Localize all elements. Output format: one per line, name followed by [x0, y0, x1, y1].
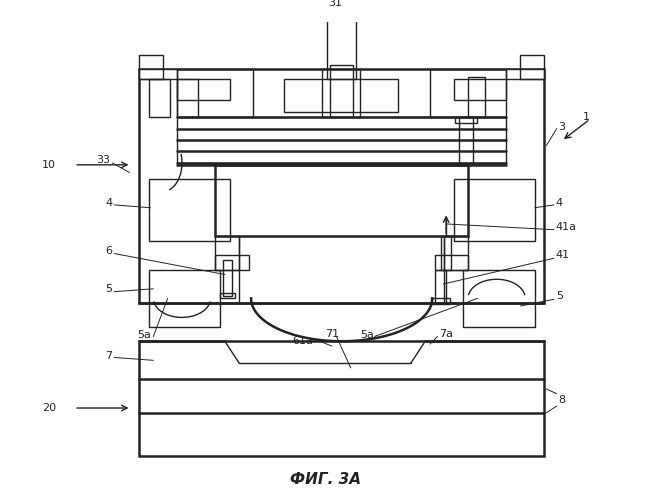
Bar [139, 70, 177, 79]
Bar [521, 55, 544, 79]
Bar [149, 270, 220, 327]
Bar [463, 270, 535, 327]
Bar [215, 165, 468, 236]
Bar [139, 55, 163, 79]
Bar [215, 236, 239, 270]
Text: 4: 4 [105, 198, 112, 208]
Bar [444, 236, 468, 270]
Bar [139, 70, 544, 303]
Bar [327, 17, 356, 79]
Bar [139, 342, 544, 456]
Bar [323, 13, 359, 19]
Bar [220, 292, 235, 298]
Bar [435, 256, 468, 270]
Bar [177, 79, 229, 100]
Bar [468, 77, 485, 117]
Text: 3: 3 [558, 122, 566, 132]
Text: 7a: 7a [439, 328, 454, 338]
Bar [454, 179, 535, 241]
Text: 4: 4 [556, 198, 563, 208]
Text: 33: 33 [96, 155, 110, 165]
Text: 6: 6 [105, 246, 112, 256]
Bar [319, 8, 363, 19]
Bar [149, 79, 170, 117]
Bar [506, 70, 544, 79]
Text: 71: 71 [324, 328, 339, 338]
Text: 41a: 41a [556, 222, 577, 232]
Text: 5: 5 [105, 284, 112, 294]
Bar [322, 70, 360, 117]
Text: 10: 10 [42, 160, 56, 170]
Text: 5a: 5a [360, 330, 374, 340]
Bar [430, 70, 506, 117]
Bar [215, 256, 249, 270]
Text: 20: 20 [42, 403, 56, 413]
Bar [177, 79, 198, 117]
Text: 5a: 5a [137, 330, 151, 340]
Text: 7: 7 [105, 350, 112, 360]
Bar [454, 79, 506, 100]
Bar [330, 64, 353, 117]
Bar [177, 117, 506, 163]
Text: 5: 5 [556, 292, 563, 302]
Bar [455, 117, 476, 123]
Text: 41: 41 [556, 250, 570, 260]
Text: 1: 1 [582, 112, 590, 122]
Bar [435, 270, 446, 303]
Bar [284, 79, 398, 112]
Bar [223, 260, 233, 296]
Bar [177, 70, 254, 117]
Bar [458, 117, 473, 163]
Text: ФИГ. 3А: ФИГ. 3А [289, 472, 361, 487]
Text: 31: 31 [328, 0, 343, 8]
Bar [441, 236, 451, 270]
Bar [431, 298, 450, 304]
Bar [149, 179, 229, 241]
Text: 61a: 61a [292, 336, 313, 346]
Text: 8: 8 [558, 396, 566, 406]
